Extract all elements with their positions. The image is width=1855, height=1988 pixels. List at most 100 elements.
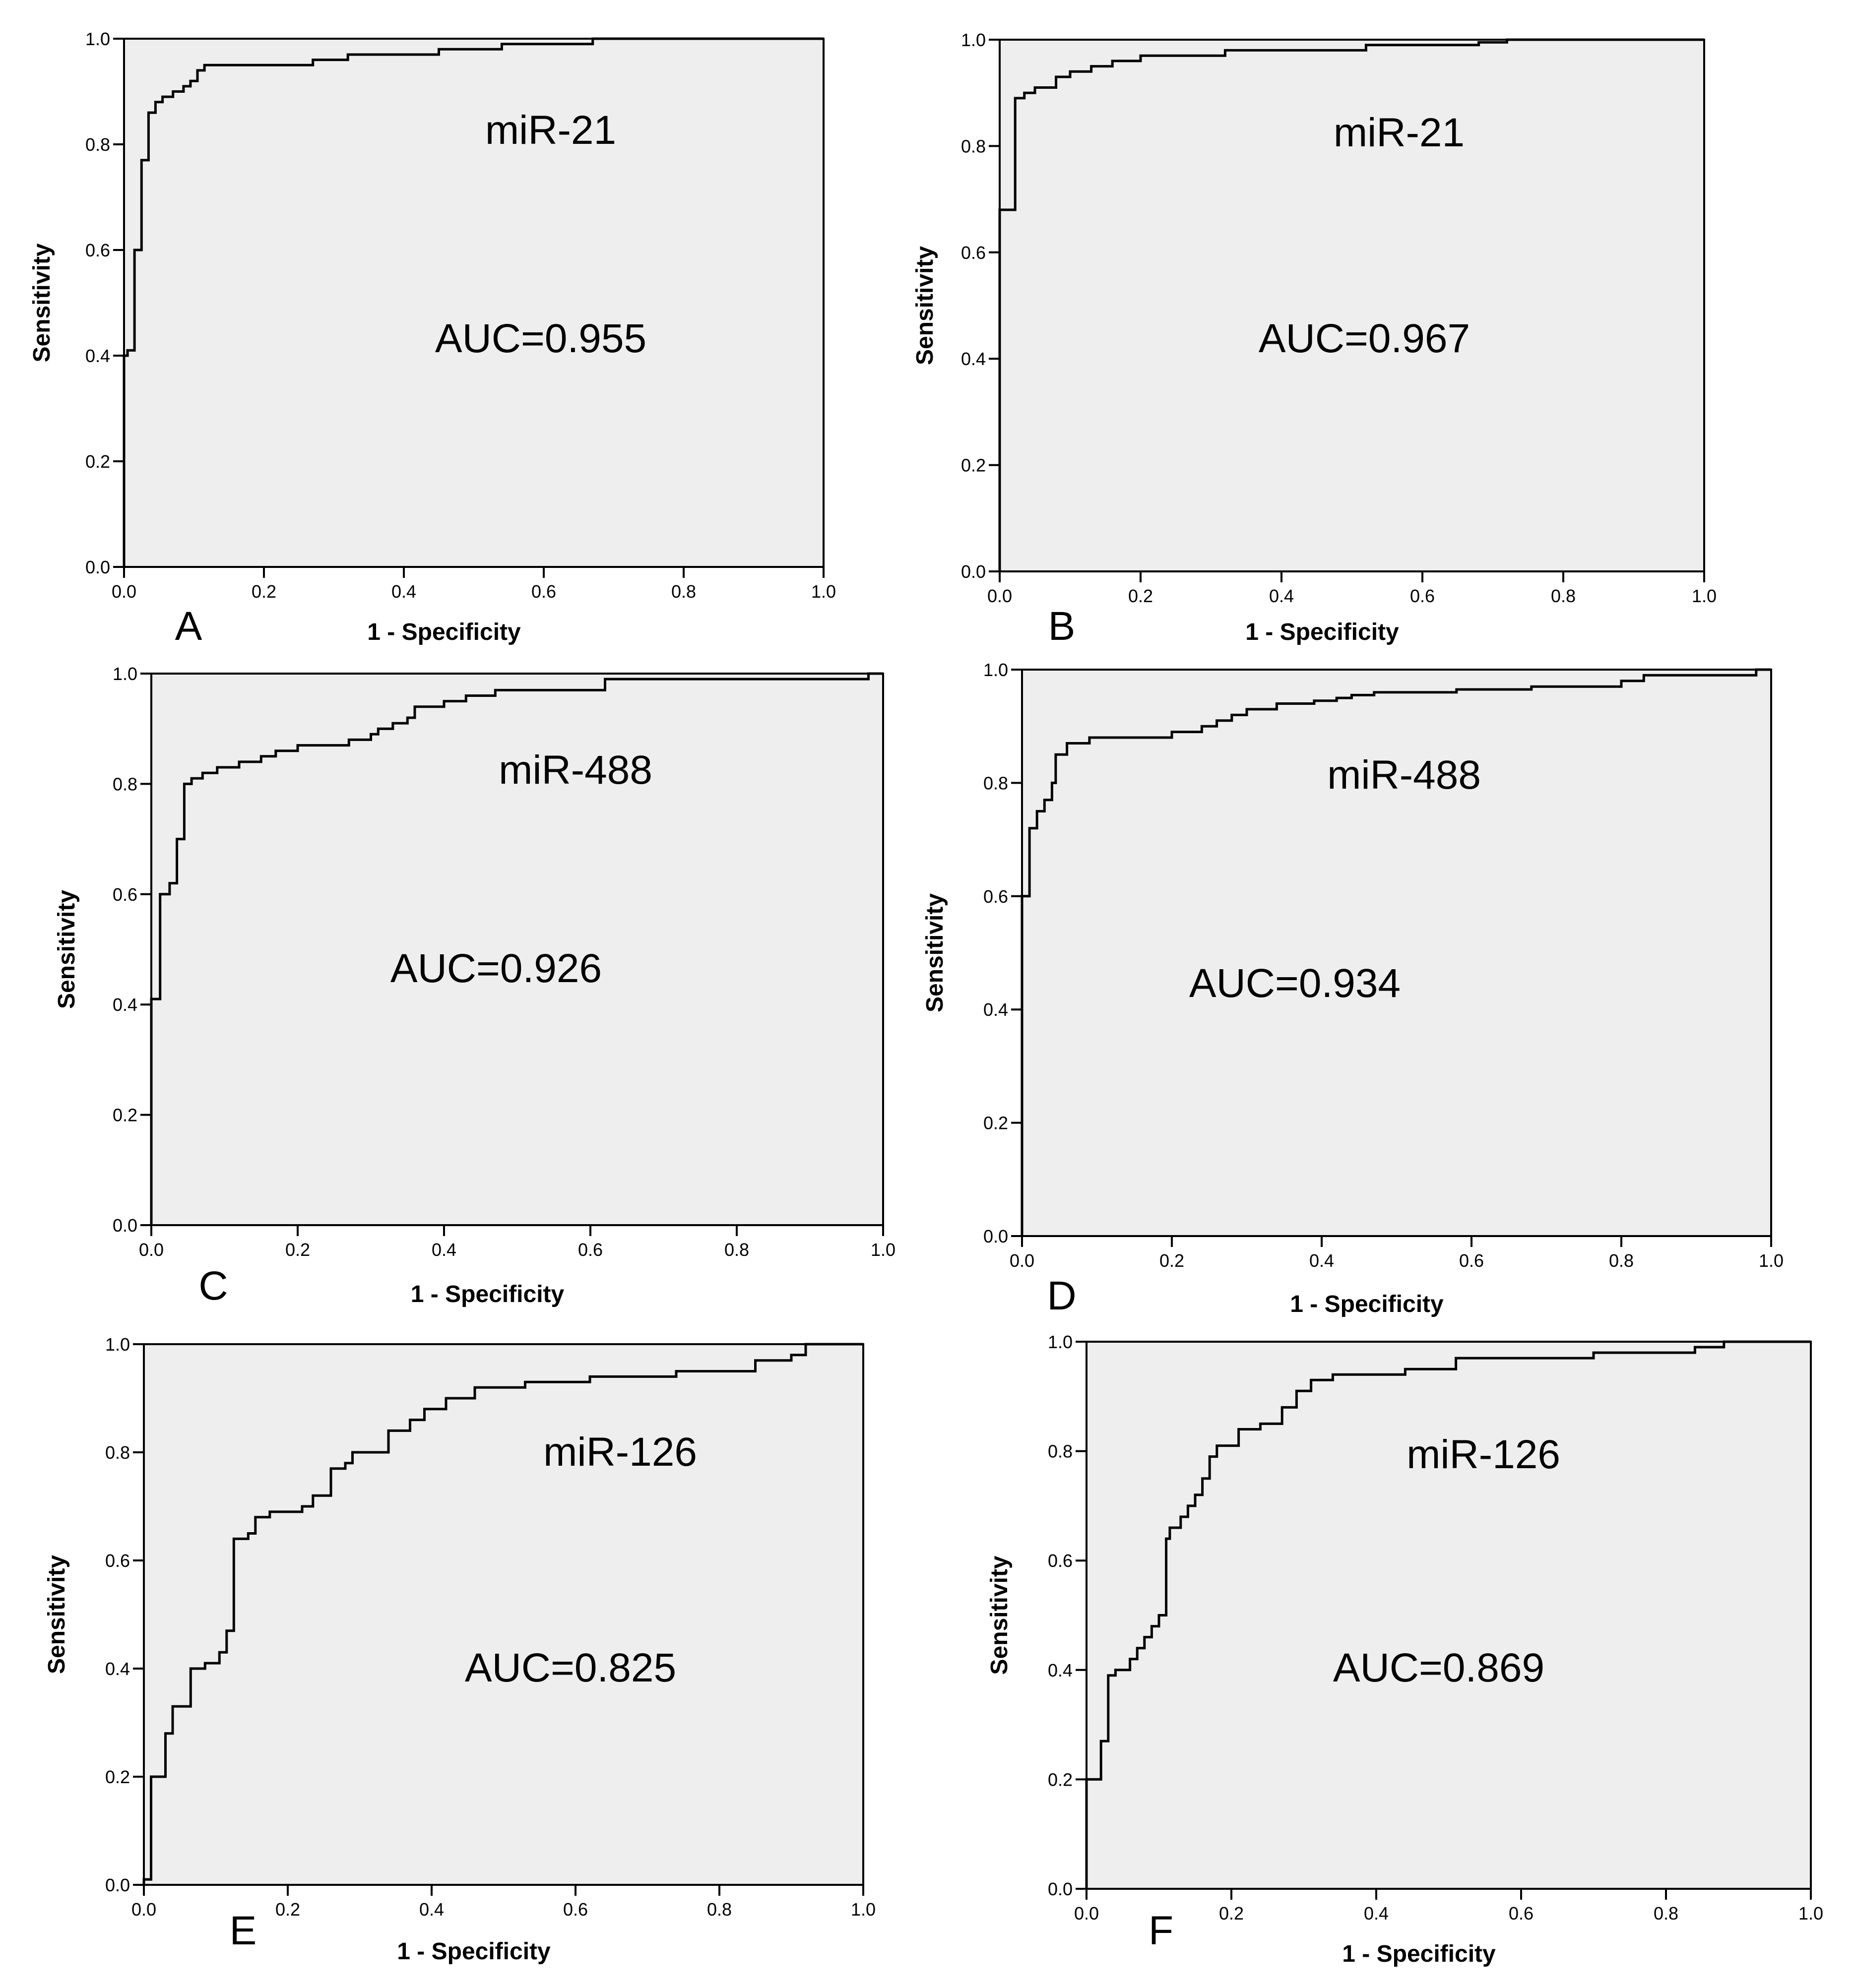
y-tick-label: 0.6	[1048, 1551, 1073, 1571]
x-tick-label: 1.0	[1692, 586, 1717, 606]
x-axis-title: 1 - Specificity	[1290, 1291, 1444, 1317]
plot-frame	[123, 38, 825, 568]
x-tick-label: 0.0	[987, 586, 1012, 606]
y-tick-label: 0.6	[961, 243, 986, 263]
x-tick-label: 0.6	[578, 1240, 603, 1260]
x-tick-label: 0.2	[275, 1899, 300, 1920]
x-tick-label: 0.0	[131, 1899, 156, 1920]
roc-curve-b	[998, 38, 1704, 571]
x-tick-label: 0.6	[531, 581, 556, 602]
panel-f: 0.0 0.2 0.4 0.6 0.8 1.0 0.0 0.2 0.4 0.6 0.8 1.0 1 - …	[986, 1332, 1823, 1967]
x-tick-label: 1.0	[851, 1899, 876, 1920]
y-axis-title: Sensitivity	[44, 1555, 70, 1674]
roc-curve-a	[123, 37, 824, 567]
x-tick-label: 0.8	[707, 1899, 732, 1920]
panel-label: F	[1149, 1908, 1173, 1953]
y-tick-label: 0.2	[961, 455, 986, 476]
y-tick-label: 1.0	[1048, 1332, 1073, 1352]
x-axis-title: 1 - Specificity	[367, 619, 521, 645]
y-tick-label: 1.0	[113, 664, 137, 684]
y-tick-label: 0.8	[961, 136, 986, 156]
x-tick-label: 0.2	[252, 581, 276, 602]
roc-curve-e	[142, 1343, 863, 1885]
y-tick-label: 1.0	[85, 29, 110, 49]
y-tick-label: 0.0	[105, 1875, 130, 1895]
x-tick-label: 1.0	[1798, 1903, 1823, 1924]
x-tick-label: 0.6	[1509, 1903, 1534, 1924]
panel-b: 0.0 0.2 0.4 0.6 0.8 1.0 0.0 0.2 0.4 0.6 0.8 1.0 1 - …	[912, 30, 1717, 649]
panel-label: D	[1047, 1273, 1076, 1318]
x-tick-label: 0.4	[432, 1240, 456, 1260]
y-tick-label: 0.0	[983, 1226, 1008, 1246]
x-tick-label: 0.2	[1219, 1903, 1244, 1924]
y-tick-label: 1.0	[105, 1334, 130, 1355]
auc-annotation: AUC=0.955	[435, 316, 646, 361]
plot-area	[124, 39, 824, 567]
y-tick-label: 0.4	[983, 999, 1008, 1020]
roc-curve-f	[1085, 1340, 1811, 1889]
y-axis-title: Sensitivity	[922, 893, 948, 1012]
x-tick-label: 1.0	[871, 1240, 896, 1260]
mirna-annotation: miR-488	[1327, 752, 1481, 798]
mirna-annotation: miR-21	[1334, 110, 1465, 155]
x-tick-label: 0.0	[112, 581, 136, 602]
roc-curve-d	[1021, 668, 1771, 1236]
panel-label: B	[1048, 604, 1076, 649]
y-tick-label: 0.2	[105, 1767, 130, 1787]
x-tick-label: 0.8	[671, 581, 696, 602]
y-tick-label: 0.2	[983, 1113, 1008, 1133]
y-tick-label: 0.4	[85, 346, 110, 366]
y-tick-label: 0.4	[105, 1659, 130, 1679]
x-tick-label: 0.4	[1364, 1903, 1389, 1924]
y-tick-label: 0.2	[113, 1105, 137, 1125]
x-axis-title: 1 - Specificity	[411, 1281, 565, 1307]
x-tick-label: 0.8	[724, 1240, 749, 1260]
y-tick-label: 0.0	[1048, 1879, 1073, 1899]
plot-area	[144, 1344, 863, 1885]
x-tick-label: 0.8	[1551, 586, 1576, 606]
plot-frame	[1021, 669, 1772, 1237]
x-tick-label: 0.4	[419, 1899, 444, 1920]
auc-annotation: AUC=0.869	[1333, 1645, 1544, 1690]
y-tick-label: 0.0	[961, 561, 986, 582]
x-tick-label: 0.8	[1654, 1903, 1678, 1924]
y-tick-label: 1.0	[961, 30, 986, 50]
y-tick-label: 0.8	[1048, 1441, 1073, 1462]
roc-curve-c	[150, 672, 883, 1225]
panel-label: C	[198, 1263, 228, 1308]
y-tick-label: 0.8	[113, 774, 137, 794]
auc-annotation: AUC=0.934	[1189, 961, 1401, 1006]
plot-area	[1087, 1342, 1811, 1889]
y-axis-title: Sensitivity	[986, 1555, 1013, 1675]
x-axis-title: 1 - Specificity	[397, 1938, 551, 1965]
y-axis-title: Sensitivity	[54, 890, 80, 1009]
x-tick-label: 1.0	[811, 581, 836, 602]
x-axis-title: 1 - Specificity	[1245, 619, 1399, 645]
x-tick-label: 0.0	[1074, 1903, 1099, 1924]
y-tick-label: 0.4	[1048, 1660, 1073, 1680]
y-tick-label: 0.8	[85, 134, 110, 155]
x-tick-label: 0.2	[285, 1240, 310, 1260]
panel-c: 0.0 0.2 0.4 0.6 0.8 1.0 0.0 0.2 0.4 0.6 0.8 1.0 1 - …	[54, 664, 896, 1308]
y-tick-label: 0.6	[105, 1551, 130, 1571]
panel-label: E	[230, 1908, 257, 1953]
y-tick-label: 0.8	[105, 1442, 130, 1463]
x-tick-label: 0.8	[1609, 1250, 1634, 1271]
y-tick-label: 0.0	[113, 1215, 137, 1236]
panel-e: 0.0 0.2 0.4 0.6 0.8 1.0 0.0 0.2 0.4 0.6 0.8 1.0 1 - …	[44, 1334, 876, 1965]
panel-d: 0.0 0.2 0.4 0.6 0.8 1.0 0.0 0.2 0.4 0.6 0.8 1.0 1 - …	[922, 660, 1784, 1318]
x-tick-label: 0.4	[1269, 586, 1294, 606]
y-tick-label: 0.2	[1048, 1769, 1073, 1790]
x-tick-label: 0.6	[1410, 586, 1435, 606]
y-tick-label: 0.0	[85, 557, 110, 577]
x-tick-label: 0.2	[1128, 586, 1153, 606]
auc-annotation: AUC=0.926	[390, 946, 602, 991]
x-tick-label: 1.0	[1759, 1250, 1784, 1271]
auc-annotation: AUC=0.825	[465, 1645, 676, 1690]
x-tick-label: 0.0	[139, 1240, 164, 1260]
plot-frame	[143, 1343, 864, 1886]
y-tick-label: 0.2	[85, 451, 110, 472]
x-tick-label: 0.6	[563, 1899, 588, 1920]
y-tick-label: 0.8	[983, 773, 1008, 793]
